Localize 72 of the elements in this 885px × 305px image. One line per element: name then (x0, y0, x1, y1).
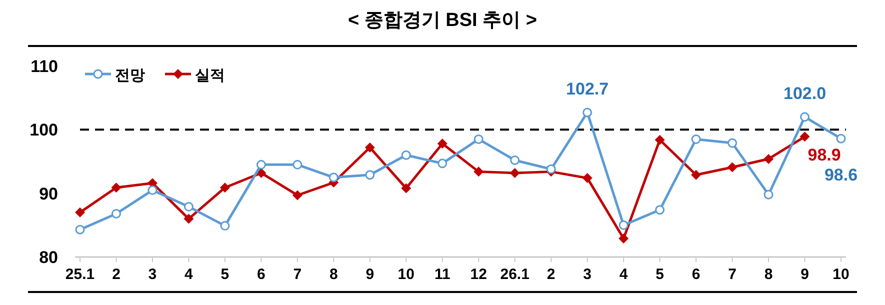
x-tick-label: 25.1 (65, 266, 95, 283)
point (474, 166, 484, 177)
point (438, 158, 448, 168)
point (654, 134, 665, 145)
legend-label: 실적 (195, 67, 225, 84)
x-tick-label: 3 (148, 266, 157, 283)
point (75, 207, 85, 218)
x-tick-label: 11 (434, 266, 450, 283)
x-tick-label: 5 (656, 266, 664, 283)
point (800, 112, 810, 122)
x-tick-label: 12 (470, 266, 487, 283)
x-tick-label: 3 (583, 266, 592, 283)
x-tick-label: 4 (619, 266, 628, 283)
x-tick-label: 26.1 (500, 266, 530, 283)
x-tick-label: 6 (692, 266, 700, 283)
point (691, 170, 702, 180)
point (510, 168, 520, 178)
x-tick-label: 8 (329, 266, 338, 283)
point (184, 202, 194, 212)
y-tick-label: 100 (30, 120, 58, 140)
x-tick-label: 9 (366, 266, 374, 283)
x-tick-label: 10 (398, 266, 414, 283)
x-tick-label: 2 (546, 266, 556, 283)
point (256, 160, 266, 170)
x-tick-label: 7 (293, 266, 302, 283)
data-label: 102.7 (566, 79, 609, 98)
point (582, 108, 592, 118)
data-label: 98.9 (808, 146, 841, 165)
point (546, 164, 556, 174)
y-tick-label: 90 (39, 184, 58, 204)
x-tick-label: 9 (800, 266, 809, 283)
point (474, 134, 484, 144)
point (800, 132, 810, 142)
point (292, 190, 302, 200)
point (437, 138, 448, 149)
point (328, 172, 338, 182)
point (401, 150, 411, 160)
y-tick-label: 80 (39, 248, 58, 267)
point (220, 221, 230, 231)
point (292, 160, 302, 170)
point (111, 182, 122, 193)
x-tick-label: 6 (257, 266, 266, 283)
point (691, 134, 701, 144)
point (655, 205, 665, 215)
x-tick-label: 4 (184, 266, 194, 283)
point (764, 190, 774, 200)
point (764, 154, 774, 164)
chart-title: < 종합경기 BSI 추이 > (348, 10, 537, 31)
point (220, 182, 230, 193)
x-tick-label: 2 (112, 266, 120, 283)
y-tick-label: 110 (30, 57, 58, 76)
point (510, 155, 520, 165)
x-tick-label: 5 (220, 266, 230, 283)
point (401, 183, 412, 194)
x-tick-label: 10 (832, 266, 850, 283)
point (111, 208, 121, 218)
data-label: 102.0 (783, 84, 826, 103)
point (184, 214, 194, 224)
point (148, 185, 158, 195)
point (727, 162, 738, 172)
point (365, 170, 375, 180)
point (364, 142, 375, 152)
point (618, 234, 629, 244)
point (728, 138, 738, 148)
point (618, 220, 628, 230)
point (75, 224, 85, 234)
data-label: 98.6 (824, 166, 858, 185)
x-tick-label: 8 (764, 266, 773, 283)
point (582, 173, 592, 184)
legend-label: 전망 (115, 67, 145, 84)
x-tick-label: 7 (728, 266, 736, 283)
point (836, 134, 846, 144)
